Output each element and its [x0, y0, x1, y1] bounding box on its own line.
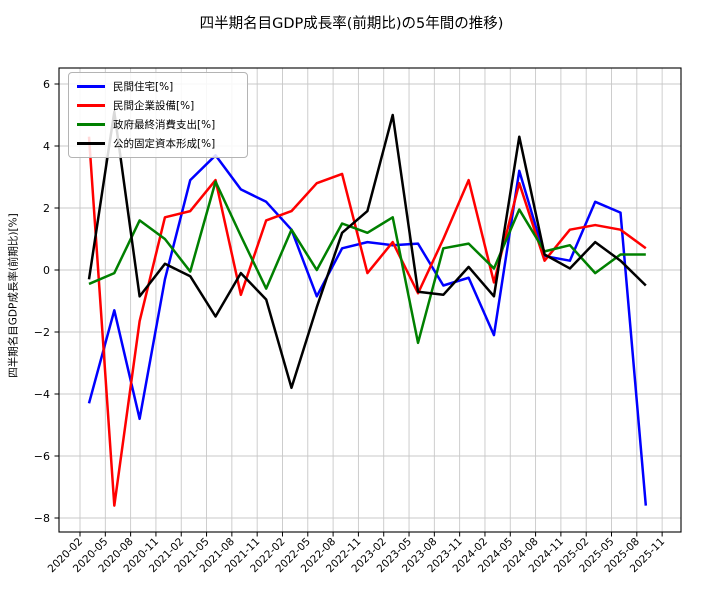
legend-label: 民間企業設備[%]: [113, 100, 195, 112]
series-line-1: [87, 136, 647, 507]
y-tick-label: 2: [43, 202, 50, 215]
series-lines: [87, 110, 648, 507]
legend-label: 政府最終消費支出[%]: [113, 119, 216, 131]
y-tick-label: −8: [34, 512, 50, 525]
y-tick-label: 6: [43, 78, 50, 91]
series-line-3: [87, 110, 647, 390]
legend-item-public-investment: 公的固定資本形成[%]: [77, 136, 237, 151]
legend-item-govt-consumption: 政府最終消費支出[%]: [77, 117, 237, 132]
y-tick-label: −2: [34, 326, 50, 339]
legend-label: 民間住宅[%]: [113, 81, 174, 93]
y-tick-label: −4: [34, 388, 50, 401]
series-line-2: [88, 180, 646, 345]
legend: 民間住宅[%] 民間企業設備[%] 政府最終消費支出[%] 公的固定資本形成[%…: [68, 72, 248, 158]
legend-line-green-icon: [77, 123, 105, 126]
legend-item-private-capex: 民間企業設備[%]: [77, 98, 237, 113]
legend-line-red-icon: [77, 104, 105, 107]
legend-line-blue-icon: [77, 85, 105, 88]
y-tick-labels: 6 4 2 0 −2 −4 −6 −8: [34, 78, 50, 525]
chart-title: 四半期名目GDP成長率(前期比)の5年間の推移): [199, 16, 504, 32]
y-tick-label: 4: [43, 140, 50, 153]
x-tick-labels: 2020-022020-052020-082020-112021-022021-…: [46, 536, 668, 576]
tick-marks: [54, 83, 663, 537]
y-tick-label: −6: [34, 450, 50, 463]
plot-frame: [58, 67, 682, 533]
legend-label: 公的固定資本形成[%]: [113, 138, 216, 150]
legend-item-private-housing: 民間住宅[%]: [77, 79, 237, 94]
legend-line-black-icon: [77, 142, 105, 145]
y-tick-label: 0: [43, 264, 50, 277]
